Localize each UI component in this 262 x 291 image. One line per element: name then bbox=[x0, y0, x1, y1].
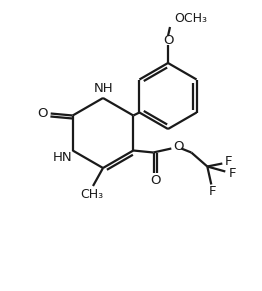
Text: CH₃: CH₃ bbox=[80, 189, 103, 201]
Text: F: F bbox=[209, 185, 216, 198]
Text: NH: NH bbox=[94, 83, 114, 95]
Text: O: O bbox=[150, 174, 161, 187]
Text: F: F bbox=[228, 167, 236, 180]
Text: O: O bbox=[173, 140, 184, 153]
Text: F: F bbox=[225, 155, 232, 168]
Text: HN: HN bbox=[53, 151, 73, 164]
Text: O: O bbox=[163, 33, 173, 47]
Text: O: O bbox=[37, 107, 48, 120]
Text: OCH₃: OCH₃ bbox=[174, 13, 207, 26]
